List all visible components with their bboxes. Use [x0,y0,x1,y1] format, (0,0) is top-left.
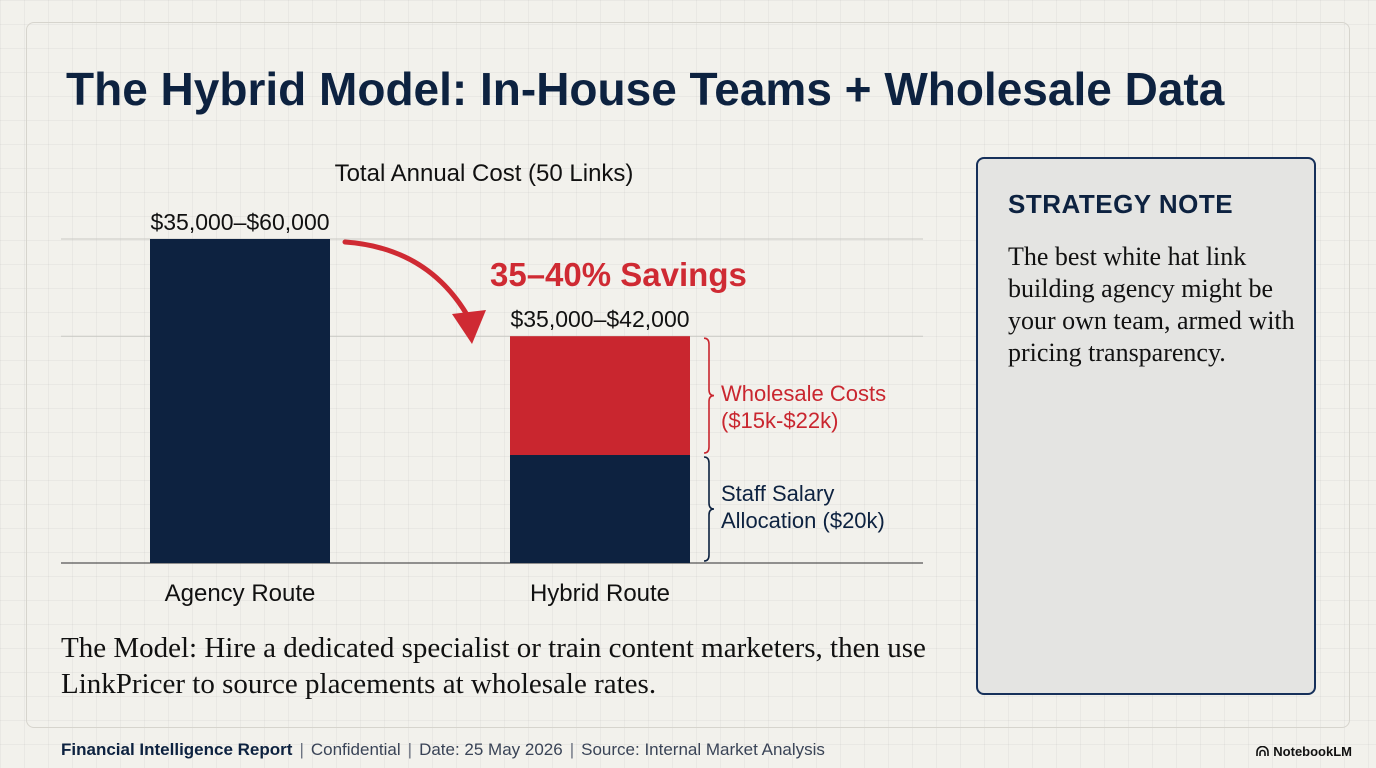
savings-arrow [342,239,473,323]
strategy-note-box: STRATEGY NOTE The best white hat link bu… [976,157,1316,695]
segment-label-wholesale-line1: Wholesale Costs [721,381,886,406]
segment-label-staff-line1: Staff Salary [721,481,834,506]
strategy-note-heading: STRATEGY NOTE [1008,189,1234,219]
footer-report-title: Financial Intelligence Report [61,740,293,759]
total-label-hybrid: $35,000–$42,000 [510,306,689,332]
category-label-hybrid: Hybrid Route [530,580,670,607]
footer-source: Source: Internal Market Analysis [581,740,825,759]
brand-mark: NotebookLM [1256,744,1352,759]
slide-panel [26,22,1350,728]
savings-annotation: 35–40% Savings [490,256,747,293]
bracket-wholesale [703,337,715,454]
model-description: The Model: Hire a dedicated specialist o… [61,632,926,700]
savings-arrow-head [452,310,486,344]
segment-label-staff-line2: Allocation ($20k) [721,508,885,533]
footer-confidential: Confidential [310,740,401,759]
footer-date: Date: 25 May 2026 [419,740,563,759]
bracket-staff [703,456,715,562]
category-label-agency: Agency Route [165,580,316,607]
segment-label-wholesale-line2: ($15k-$22k) [721,408,838,433]
bar-agency-route [150,239,330,563]
strategy-note-body: The best white hat link building agency … [1008,242,1295,367]
chart-title: Total Annual Cost (50 Links) [335,160,634,187]
footer: Financial Intelligence Report | Confidenti… [61,740,825,759]
notebooklm-logo-icon [1256,744,1270,759]
total-label-agency: $35,000–$60,000 [150,209,329,235]
brand-name: NotebookLM [1273,744,1352,759]
cost-comparison-chart: Total Annual Cost (50 Links)$35,000–$60,… [61,160,923,607]
slide-title: The Hybrid Model: In-House Teams + Whole… [66,63,1225,115]
bar-hybrid-wholesale [510,336,690,455]
bar-hybrid-staff-salary [510,455,690,563]
